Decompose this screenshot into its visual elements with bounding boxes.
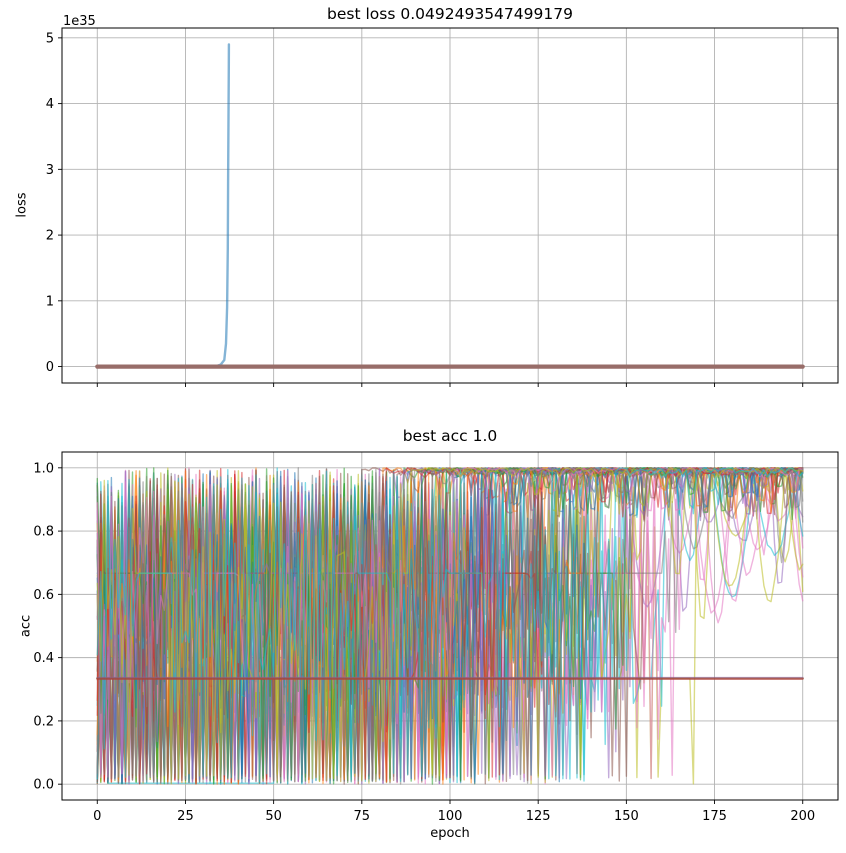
- y-tick-label: 0.0: [33, 778, 54, 793]
- loss-chart-title: best loss 0.0492493547499179: [327, 5, 573, 23]
- y-axis-offset-label: 1e35: [63, 14, 96, 29]
- y-tick-label: 0.6: [33, 588, 54, 603]
- acc-plot-area: 0 25 50 75 100 125 150 175 200 0.0 0.2 0.4 0.6 0.8 1.0: [33, 451, 839, 824]
- x-axis-label: epoch: [430, 826, 470, 841]
- x-tick-label: 0: [93, 809, 101, 824]
- y-tick-label: 0.4: [33, 651, 54, 666]
- x-tick-label: 150: [614, 809, 639, 824]
- x-tick-label: 200: [790, 809, 815, 824]
- loss-y-axis-label: loss: [14, 192, 30, 218]
- x-tick-label: 50: [265, 809, 282, 824]
- loss-plot-area: 0 1 2 3 4 5: [46, 27, 839, 387]
- loss-series-diverged-run: [194, 43, 231, 368]
- grid-lines: [62, 28, 838, 383]
- y-tick-label: 3: [46, 163, 54, 178]
- tick-labels: 0 1 2 3 4 5: [46, 31, 54, 375]
- y-tick-label: 0: [46, 360, 54, 375]
- acc-run-lines: [96, 467, 804, 785]
- x-tick-label: 125: [526, 809, 551, 824]
- y-tick-label: 0.2: [33, 714, 54, 729]
- y-tick-label: 0.8: [33, 525, 54, 540]
- x-tick-label: 75: [354, 809, 371, 824]
- tick-marks: [58, 37, 804, 387]
- y-tick-label: 4: [46, 97, 54, 112]
- tick-labels: 0 25 50 75 100 125 150 175 200 0.0 0.2 0.4 0.6 0.8 1.0: [33, 461, 815, 824]
- acc-chart-title: best acc 1.0: [402, 427, 498, 445]
- y-tick-label: 1: [46, 294, 54, 309]
- acc-run-line: [96, 467, 804, 785]
- y-tick-label: 2: [46, 229, 54, 244]
- x-tick-label: 175: [702, 809, 727, 824]
- x-tick-label: 25: [177, 809, 194, 824]
- tick-marks: [58, 467, 804, 804]
- x-tick-label: 100: [438, 809, 463, 824]
- y-tick-label: 1.0: [33, 461, 54, 476]
- y-tick-label: 5: [46, 31, 54, 46]
- acc-y-axis-label: acc: [18, 614, 34, 638]
